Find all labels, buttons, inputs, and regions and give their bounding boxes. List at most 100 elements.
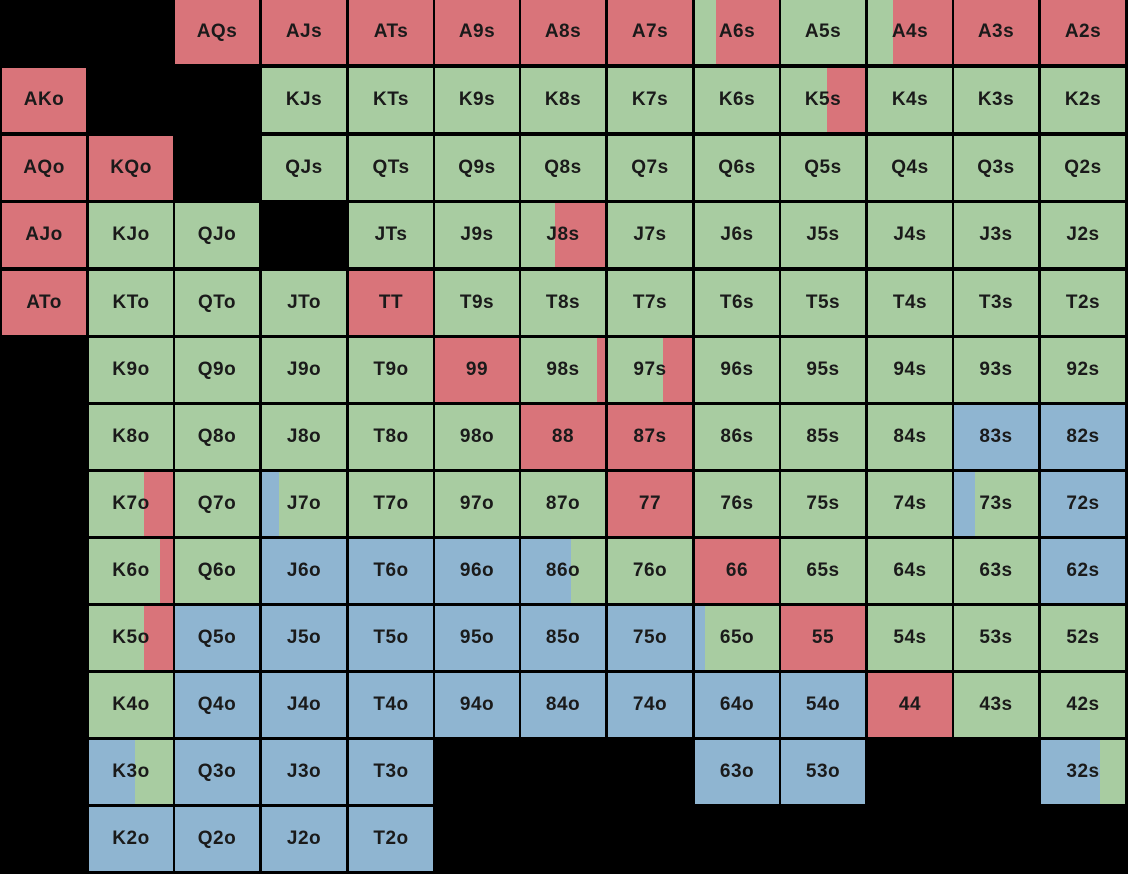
hand-label: 76s (720, 493, 754, 514)
hand-label: J6s (720, 224, 754, 245)
hand-cell-44: 44 (868, 673, 952, 737)
hand-label: 54s (893, 627, 927, 648)
hand-cell-94o: 94o (435, 673, 519, 737)
hand-label: 73s (979, 493, 1013, 514)
hand-cell-87o: 87o (521, 472, 605, 536)
mixed-strategy-fill (868, 0, 894, 64)
hand-cell-a3s: A3s (954, 0, 1038, 64)
hand-label: T5s (805, 292, 841, 313)
hand-label: J4s (893, 224, 927, 245)
hand-label: QTo (197, 292, 237, 313)
hand-cell-q2s: Q2s (1041, 136, 1125, 200)
hand-label: Q7s (631, 157, 669, 178)
hand-cell-k2o: K2o (89, 807, 173, 871)
hand-label: 84o (545, 694, 581, 715)
hand-label: 53s (979, 627, 1013, 648)
hand-label: 85o (545, 627, 581, 648)
hand-cell-82s: 82s (1041, 405, 1125, 469)
hand-cell-t8o: T8o (349, 405, 433, 469)
hand-label: K7o (112, 493, 150, 514)
hand-label: J9s (460, 224, 494, 245)
hand-cell-65o: 65o (695, 606, 779, 670)
hand-cell-86o: 86o (521, 539, 605, 603)
hand-label: Q2o (197, 828, 237, 849)
hand-cell-q6o: Q6o (175, 539, 259, 603)
hand-label: Q9o (197, 359, 237, 380)
hand-cell-q8o: Q8o (175, 405, 259, 469)
hand-label: K6s (718, 89, 756, 110)
hand-cell-99: 99 (435, 338, 519, 402)
hand-label: 64s (893, 560, 927, 581)
hand-cell-q7s: Q7s (608, 136, 692, 200)
hand-label: T3s (978, 292, 1014, 313)
hand-label: 44 (898, 694, 922, 715)
hand-cell-kto: KTo (89, 271, 173, 335)
hand-label: K9s (458, 89, 496, 110)
hand-cell-t4o: T4o (349, 673, 433, 737)
hand-label: 55 (811, 627, 835, 648)
hand-cell-k4s: K4s (868, 68, 952, 132)
hand-label: J3o (286, 761, 322, 782)
hand-label: K6o (112, 560, 150, 581)
hand-cell-q2o: Q2o (175, 807, 259, 871)
hand-label: JTs (374, 224, 408, 245)
hand-label: Q5s (804, 157, 842, 178)
hand-cell-74s: 74s (868, 472, 952, 536)
hand-cell-j4s: J4s (868, 203, 952, 267)
hand-label: 97o (459, 493, 495, 514)
hand-label: K4s (891, 89, 929, 110)
hand-cell-t7o: T7o (349, 472, 433, 536)
hand-cell-73s: 73s (954, 472, 1038, 536)
hand-cell-95o: 95o (435, 606, 519, 670)
hand-label: K8o (112, 426, 150, 447)
mixed-strategy-fill (662, 338, 692, 402)
hand-label: 96s (720, 359, 754, 380)
hand-cell-96s: 96s (695, 338, 779, 402)
hand-label: T6s (719, 292, 755, 313)
hand-label: J5s (806, 224, 840, 245)
hand-cell-ats: ATs (349, 0, 433, 64)
hand-cell-75o: 75o (608, 606, 692, 670)
hand-cell-t4s: T4s (868, 271, 952, 335)
hand-cell-j8s: J8s (521, 203, 605, 267)
hand-label: Q4o (197, 694, 237, 715)
hand-label: 87o (545, 493, 581, 514)
hand-cell-t3s: T3s (954, 271, 1038, 335)
hand-label: Q6s (718, 157, 756, 178)
hand-label: J3s (979, 224, 1013, 245)
hand-label: 84s (893, 426, 927, 447)
hand-label: 66 (725, 560, 749, 581)
hand-label: Q9s (458, 157, 496, 178)
hand-label: TT (378, 292, 404, 313)
hand-cell-95s: 95s (781, 338, 865, 402)
hand-cell-k9s: K9s (435, 68, 519, 132)
mixed-strategy-fill (262, 472, 279, 536)
hand-cell-a9s: A9s (435, 0, 519, 64)
hand-cell-j8o: J8o (262, 405, 346, 469)
hand-cell-k9o: K9o (89, 338, 173, 402)
hand-label: KJs (285, 89, 323, 110)
hand-label: K2o (112, 828, 150, 849)
hand-label: 98s (546, 359, 580, 380)
hand-cell-j2o: J2o (262, 807, 346, 871)
mixed-strategy-fill (954, 472, 975, 536)
hand-cell-kjs: KJs (262, 68, 346, 132)
hand-cell-63s: 63s (954, 539, 1038, 603)
hand-cell-64o: 64o (695, 673, 779, 737)
hand-cell-84s: 84s (868, 405, 952, 469)
hand-cell-87s: 87s (608, 405, 692, 469)
hand-cell-76o: 76o (608, 539, 692, 603)
hand-label: J7o (286, 493, 322, 514)
hand-cell-k8s: K8s (521, 68, 605, 132)
hand-label: 87s (633, 426, 667, 447)
hand-cell-k4o: K4o (89, 673, 173, 737)
hand-label: 63o (719, 761, 755, 782)
hand-label: AJs (285, 21, 323, 42)
hand-label: Q7o (197, 493, 237, 514)
hand-cell-a5s: A5s (781, 0, 865, 64)
mixed-strategy-fill (596, 338, 605, 402)
hand-cell-j7o: J7o (262, 472, 346, 536)
hand-label: 94s (893, 359, 927, 380)
hand-label: 53o (805, 761, 841, 782)
hand-cell-t5s: T5s (781, 271, 865, 335)
